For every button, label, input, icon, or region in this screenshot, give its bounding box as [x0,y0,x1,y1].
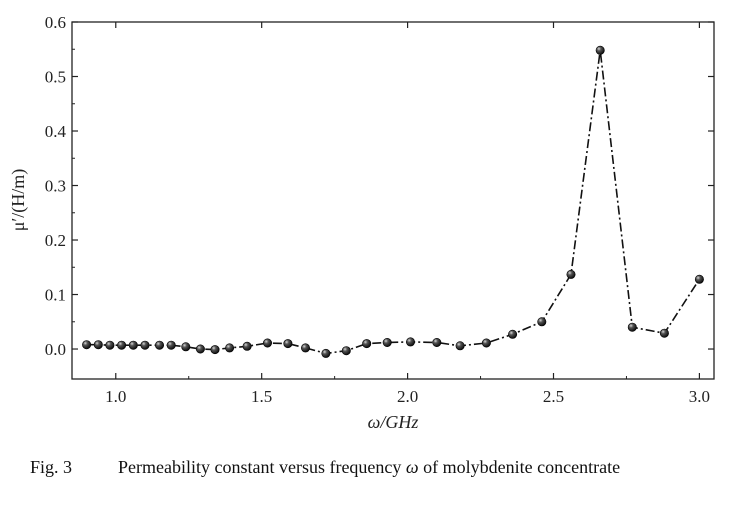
tick-labels: 1.0 1.5 2.0 2.5 3.0 0.0 0.1 0.2 0.3 0.4 0.5 0.6 [45,13,710,406]
x-tick-label: 2.0 [397,387,418,406]
data-point [181,342,191,352]
y-axis-label: μ′/(H/m) [8,169,29,232]
caption-figure-number: Fig. 3 [30,457,73,477]
y-tick-label: 0.2 [45,231,66,250]
figure-caption: Fig. 3 Permeability constant versus freq… [30,452,710,482]
caption-symbol: ω [405,457,419,477]
data-point [405,337,415,347]
data-point [210,345,220,355]
chart: 1.0 1.5 2.0 2.5 3.0 0.0 0.1 0.2 0.3 0.4 0.5 0.6 ω/G… [8,13,715,432]
data-point [455,341,465,351]
data-point [195,344,205,354]
caption-text: Permeability constant versus frequency ω… [118,457,621,477]
data-point [659,328,669,338]
y-tick-label: 0.5 [45,68,66,87]
data-point [105,340,115,350]
plot-frame [71,21,715,380]
data-point [627,322,637,332]
data-point [300,343,310,353]
data-point [242,341,252,351]
data-point [341,346,351,356]
x-tick-label: 1.5 [251,387,272,406]
data-point [508,329,518,339]
data-point [140,340,150,350]
y-tick-label: 0.0 [45,340,66,359]
data-point [537,317,547,327]
data-point [566,269,576,279]
data-point [481,338,491,348]
y-tick-label: 0.1 [45,286,66,305]
data-point [93,340,103,350]
data-point [166,340,176,350]
y-tick-label: 0.4 [45,122,67,141]
x-tick-label: 2.5 [543,387,564,406]
x-axis-label: ω/GHz [368,412,419,432]
data-points [82,45,704,358]
tick-marks [72,21,714,379]
data-point [155,340,165,350]
data-point [432,337,442,347]
data-point [321,348,331,358]
y-tick-label: 0.6 [45,13,66,32]
data-point [382,337,392,347]
data-point [283,339,293,349]
data-point [82,340,92,350]
data-point [694,274,704,284]
data-point [362,339,372,349]
y-tick-label: 0.3 [45,177,66,196]
series-line [86,50,701,355]
x-tick-label: 3.0 [689,387,710,406]
data-point [225,343,235,353]
data-point [117,340,127,350]
data-point [262,338,272,348]
data-point [128,340,138,350]
data-point [595,45,605,55]
x-tick-label: 1.0 [105,387,126,406]
